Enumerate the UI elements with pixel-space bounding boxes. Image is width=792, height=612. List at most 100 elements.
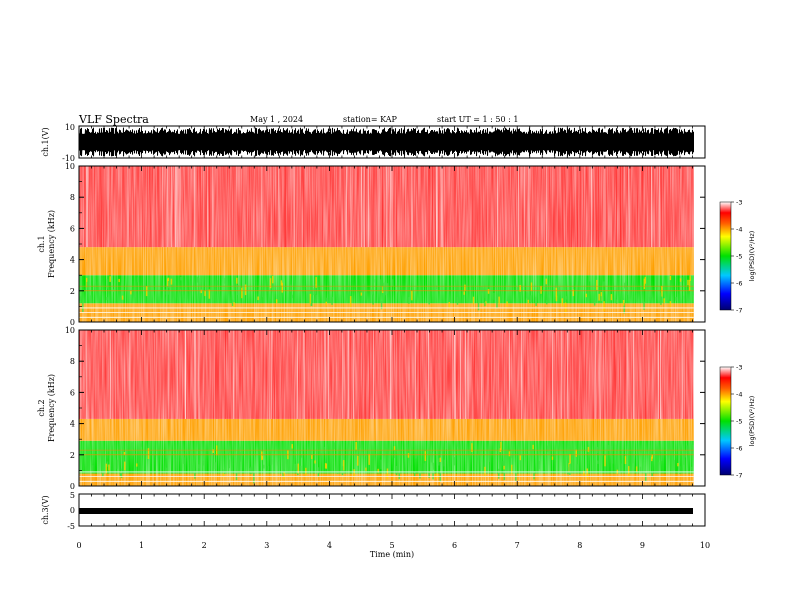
spectrogram-speck: [406, 441, 408, 447]
spectrogram-streak: [303, 330, 305, 419]
spectrogram-speck: [165, 467, 168, 472]
spectrogram-streak: [86, 166, 88, 248]
spectrogram-speck: [297, 463, 299, 474]
xtick-label: 5: [389, 541, 394, 550]
spectrogram-speck: [622, 300, 625, 306]
spectrogram-streak: [651, 166, 653, 248]
spectrogram-speck: [326, 297, 328, 303]
ch3-ytick-bottom: -5: [67, 522, 75, 531]
ch2-colorbar: -3 -4 -5 -6 -7 log(PSD)(V²/Hz): [719, 364, 756, 480]
spectrogram-speck: [361, 287, 364, 293]
spectrogram-speck: [384, 292, 387, 296]
spectrogram-speck: [597, 460, 599, 464]
spectrogram-streak: [517, 166, 519, 248]
spectrogram-streak: [215, 330, 217, 419]
ytick-label: 6: [70, 388, 75, 397]
station-label: station= KAP: [343, 115, 398, 124]
ytick-label: 0: [70, 482, 75, 491]
spectrogram-streak: [481, 330, 483, 419]
spectrogram-speck: [453, 457, 456, 466]
spectrogram-speck: [684, 450, 686, 458]
spectrogram-speck: [180, 277, 182, 281]
spectrogram-streak: [579, 166, 581, 248]
spectrogram-speck: [527, 299, 529, 304]
spectrogram-speck: [595, 446, 597, 455]
spectrogram-speck: [282, 458, 285, 469]
spectrogram-streak: [427, 330, 429, 419]
spectrogram-speck: [277, 461, 279, 466]
spectrogram-speck: [355, 441, 357, 450]
ytick-label: 6: [70, 224, 75, 233]
spectrogram-speck: [688, 279, 691, 291]
spectrogram-streak: [361, 166, 362, 248]
spectrogram-speck: [663, 298, 665, 303]
spectrogram-streak: [591, 166, 593, 248]
spectrogram-speck: [598, 293, 600, 301]
spectrogram-speck: [407, 453, 410, 458]
spectrogram-speck: [572, 289, 575, 297]
spectrogram-speck: [615, 299, 618, 304]
spectrogram-streak: [453, 330, 455, 419]
spectrogram-streak: [451, 330, 453, 419]
colorbar-tick-label: -3: [736, 199, 742, 207]
spectrogram-speck: [398, 471, 400, 480]
spectrogram-streak: [521, 330, 523, 419]
spectrogram-speck: [496, 299, 498, 308]
spectrogram-speck: [116, 459, 119, 469]
time-axis: 0 1 2 3 4 5 6 7 8 9 10: [76, 126, 710, 550]
ch1-spectrogram-panel: 0 2 4 6 8 10 ch.1 Frequency (kHz): [37, 162, 706, 327]
xtick-label: 3: [264, 541, 269, 550]
spectrogram-speck: [526, 292, 528, 299]
spectrogram-speck: [257, 296, 259, 301]
spectrogram-speck: [244, 284, 247, 296]
spectrogram-speck: [306, 293, 309, 300]
spectrogram-speck: [294, 463, 296, 471]
xtick-label: 8: [577, 541, 582, 550]
spectrogram-speck: [79, 296, 81, 301]
spectrogram-streak: [158, 166, 160, 248]
spectrogram-streak: [79, 330, 81, 419]
spectrogram-speck: [118, 278, 120, 283]
spectrogram-streak: [179, 166, 181, 248]
spectrogram-speck: [516, 287, 519, 291]
spectrogram-speck: [204, 290, 206, 297]
spectrogram-streak: [206, 166, 208, 248]
spectrogram-speck: [222, 472, 225, 477]
spectrogram-speck: [235, 470, 238, 480]
spectrogram-speck: [660, 296, 662, 305]
ch3-ytick-mid: 0: [70, 506, 75, 515]
spectrogram-speck: [364, 450, 367, 457]
spectrogram-speck: [683, 454, 686, 465]
ch2-spectrogram-ylabel-frequency: Frequency (kHz): [47, 374, 56, 442]
spectrogram-speck: [650, 286, 652, 298]
spectrogram-speck: [395, 465, 398, 475]
spectrogram-streak: [217, 330, 219, 419]
spectrogram-speck: [314, 283, 317, 295]
spectrogram-streak: [199, 166, 201, 248]
spectrogram-speck: [382, 282, 384, 292]
spectrogram-speck: [196, 276, 198, 283]
spectrogram-streak: [296, 330, 298, 419]
spectrogram-speck: [519, 285, 521, 292]
colorbar-tick-label: -6: [736, 280, 742, 288]
spectrogram-speck: [683, 295, 685, 300]
spectrogram-speck: [669, 276, 672, 281]
spectrogram-streak: [372, 330, 374, 419]
spectrogram-speck: [535, 296, 537, 306]
spectrogram-streak: [693, 330, 695, 419]
spectrogram-streak: [176, 330, 178, 419]
ch1-colorbar-ticks: -3 -4 -5 -6 -7: [731, 199, 742, 315]
spectrogram-streak: [570, 166, 572, 248]
spectrogram-speck: [314, 460, 316, 464]
spectrogram-speck: [428, 293, 430, 305]
spectrogram-speck: [228, 459, 230, 469]
spectrogram-streak: [194, 166, 196, 248]
colorbar-tick-label: -3: [736, 364, 742, 372]
spectrogram-speck: [282, 466, 284, 477]
spectrogram-speck: [624, 282, 626, 289]
spectrogram-speck: [291, 444, 293, 449]
spectrogram-texture: [79, 330, 694, 486]
spectrogram-speck: [131, 442, 133, 449]
spectrogram-streak: [342, 330, 344, 419]
colorbar-tick-label: -5: [736, 418, 742, 426]
